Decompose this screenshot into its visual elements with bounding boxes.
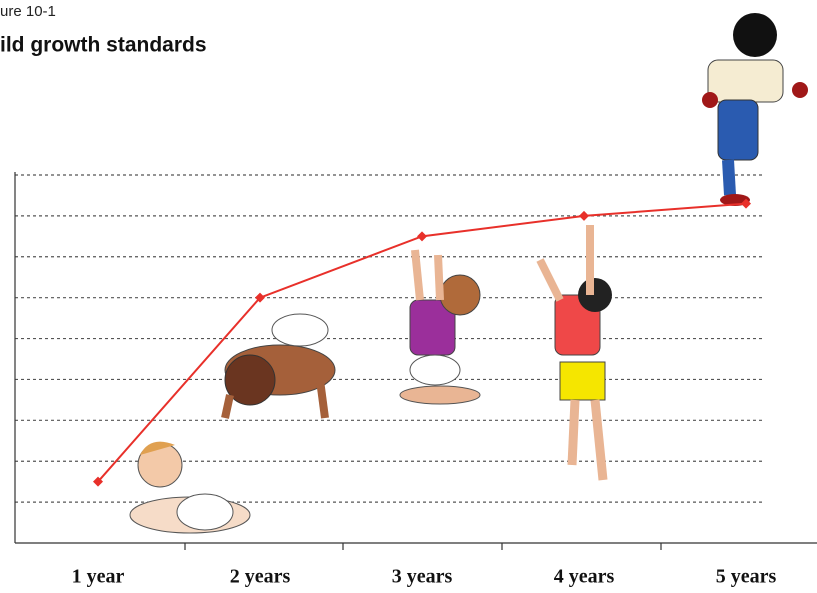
child-running [702,13,808,206]
data-point [741,198,751,209]
child-illustrations [129,13,808,534]
toddler-crawling [221,313,336,419]
x-ticks [184,543,662,550]
chart-title: ild growth standards [0,34,207,57]
grid [15,174,765,503]
child-standing [536,225,612,481]
data-point [255,292,265,303]
data-point [93,476,103,487]
x-tick-label: 4 years [554,566,615,588]
x-tick-label: 3 years [392,566,453,588]
data-point [579,210,589,221]
figure-label: ure 10-1 [0,3,56,20]
x-tick-label: 5 years [716,566,777,588]
child-kneeling [399,249,481,405]
infant-crawling [129,441,251,534]
x-tick-label: 2 years [230,566,291,588]
data-point [417,231,427,242]
x-tick-label: 1 year [72,566,125,588]
